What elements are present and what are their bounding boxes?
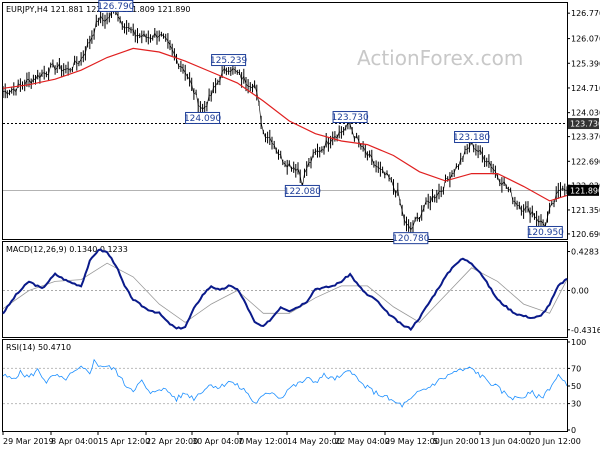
x-tick-label: 20 Jun 12:00 <box>530 437 581 446</box>
watermark: ActionForex.com <box>357 46 523 70</box>
x-tick-label: 5 Jun 20:00 <box>433 437 479 446</box>
price-y-tick-label: 123.370 <box>571 133 600 142</box>
swing-label-box <box>332 111 368 124</box>
rsi-y-tick-label: 30 <box>571 400 581 409</box>
macd-header: MACD(12,26,9) 0.1340 0.1233 <box>6 245 128 254</box>
rsi-y-tick-label: 100 <box>571 338 586 347</box>
current-price-tag-text: 121.890 <box>570 186 600 195</box>
swing-label: 124.090 <box>184 114 221 124</box>
rsi-layer <box>2 358 568 408</box>
x-tick-label: 22 Apr 20:00 <box>146 437 198 446</box>
x-tick-label: 29 May 12:00 <box>385 437 440 446</box>
price-y-tick-label: 126.770 <box>571 9 600 18</box>
x-tick-label: 7 May 12:00 <box>238 437 288 446</box>
rsi-y-tick-label: 0 <box>571 426 576 435</box>
swing-label: 123.730 <box>331 113 368 123</box>
x-tick-label: 13 Jun 04:00 <box>480 437 531 446</box>
reference-level-tag <box>568 118 599 130</box>
price-y-tick-label: 124.710 <box>571 84 600 93</box>
x-tick-label: 15 Apr 12:00 <box>98 437 150 446</box>
current-price-tag <box>568 184 599 196</box>
swing-label-box <box>527 225 563 238</box>
rsi-line <box>2 358 568 408</box>
rsi-y-tick-label: 70 <box>571 364 581 373</box>
macd-signal-line <box>2 262 568 323</box>
swing-label: 122.080 <box>284 187 321 197</box>
price-series-line <box>2 9 568 231</box>
macd-line <box>2 248 568 332</box>
swing-label-box <box>393 232 429 245</box>
swing-label: 123.180 <box>453 133 490 143</box>
swing-label: 120.950 <box>527 228 564 238</box>
x-tick-label: 8 Apr 04:00 <box>51 437 98 446</box>
price-y-tick-label: 120.690 <box>571 230 600 239</box>
price-layer: 126.790 125.239 124.090 123.730 122.080 123.1… <box>2 0 568 245</box>
rsi-y-tick-label: 50 <box>571 382 581 391</box>
macd-layer <box>2 248 568 332</box>
swing-label-box <box>454 131 490 144</box>
x-tick-label: 29 Mar 2019 <box>3 437 54 446</box>
moving-average-line <box>2 47 568 202</box>
x-tick-label: 30 Apr 04:00 <box>192 437 244 446</box>
swing-label: 125.239 <box>210 56 247 66</box>
swing-label-box <box>185 111 221 124</box>
macd-y-tick-label: 0.00 <box>571 287 589 296</box>
reference-level-tag-text: 123.730 <box>570 120 600 129</box>
swing-label-box <box>98 0 134 12</box>
x-tick-label: 22 May 04:00 <box>335 437 390 446</box>
swing-label: 120.780 <box>392 234 429 244</box>
price-panel-frame <box>2 2 568 240</box>
swing-label-box <box>211 54 247 67</box>
swing-label: 126.790 <box>97 2 134 12</box>
x-tick-label: 14 May 20:00 <box>287 437 342 446</box>
swing-label-box <box>284 184 320 197</box>
price-y-tick-label: 121.350 <box>571 206 600 215</box>
rsi-panel-frame <box>2 339 568 432</box>
price-y-tick-label: 125.390 <box>571 59 600 68</box>
macd-y-tick-label: -0.4316 <box>571 326 600 335</box>
rsi-header: RSI(14) 50.4710 <box>6 343 71 352</box>
price-header: EURJPY,H4 121.881 122.050 121.809 121.89… <box>6 5 191 14</box>
price-y-tick-label: 124.030 <box>571 109 600 118</box>
macd-y-tick-label: 0.4283 <box>571 248 599 257</box>
price-y-tick-label: 122.690 <box>571 157 600 166</box>
price-y-tick-label: 126.070 <box>571 35 600 44</box>
macd-panel-frame <box>2 241 568 338</box>
axes-layer: 126.770 126.070 125.390 124.710 124.030 123.3… <box>2 9 600 446</box>
